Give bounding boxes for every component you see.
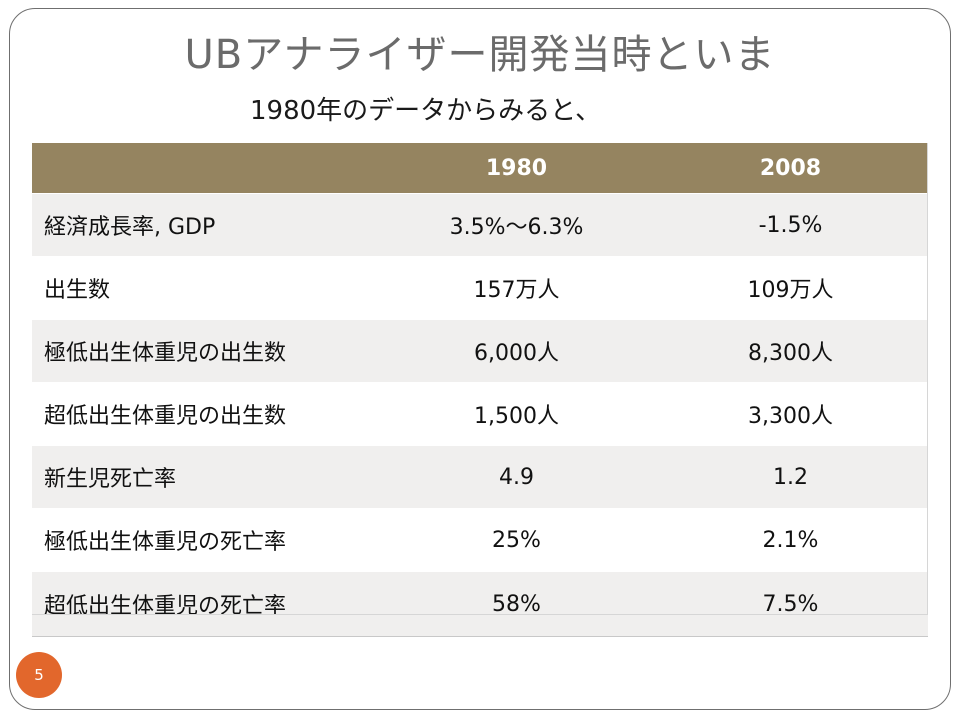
- table-row: 超低出生体重児の死亡率 58% 7.5%: [32, 571, 928, 637]
- table-row: 新生児死亡率 4.9 1.2: [32, 445, 928, 509]
- row-label: 極低出生体重児の死亡率: [32, 508, 380, 572]
- value-2008: 7.5%: [653, 571, 928, 637]
- statistics-table: 1980 2008 経済成長率, GDP 3.5%～6.3% -1.5% 出生数…: [32, 143, 928, 637]
- row-label: 新生児死亡率: [32, 445, 380, 509]
- table-row: 極低出生体重児の死亡率 25% 2.1%: [32, 508, 928, 572]
- table-header-row: 1980 2008: [32, 143, 928, 194]
- row-label: 経済成長率, GDP: [32, 193, 380, 257]
- value-1980: 4.9: [380, 445, 653, 509]
- value-1980: 58%: [380, 571, 653, 637]
- table-row: 極低出生体重児の出生数 6,000人 8,300人: [32, 319, 928, 383]
- row-label: 出生数: [32, 256, 380, 320]
- row-label: 超低出生体重児の出生数: [32, 382, 380, 446]
- value-2008: 2.1%: [653, 508, 928, 572]
- table-row: 出生数 157万人 109万人: [32, 256, 928, 320]
- table-row: 超低出生体重児の出生数 1,500人 3,300人: [32, 382, 928, 446]
- value-2008: 109万人: [653, 256, 928, 320]
- value-2008: 3,300人: [653, 382, 928, 446]
- row-label: 超低出生体重児の死亡率: [32, 571, 380, 637]
- header-cell-empty: [32, 143, 380, 194]
- header-cell-2008: 2008: [653, 143, 928, 194]
- value-2008: 1.2: [653, 445, 928, 509]
- slide-subtitle: 1980年のデータからみると、: [250, 96, 602, 126]
- header-cell-1980: 1980: [380, 143, 653, 194]
- value-1980: 3.5%～6.3%: [380, 193, 653, 257]
- value-2008: 8,300人: [653, 319, 928, 383]
- value-1980: 6,000人: [380, 319, 653, 383]
- page-number-badge: 5: [16, 652, 62, 698]
- row-label: 極低出生体重児の出生数: [32, 319, 380, 383]
- slide-title: UBアナライザー開発当時といま: [184, 32, 776, 78]
- value-1980: 1,500人: [380, 382, 653, 446]
- value-2008: -1.5%: [653, 193, 928, 257]
- value-1980: 157万人: [380, 256, 653, 320]
- table-row: 経済成長率, GDP 3.5%～6.3% -1.5%: [32, 193, 928, 257]
- value-1980: 25%: [380, 508, 653, 572]
